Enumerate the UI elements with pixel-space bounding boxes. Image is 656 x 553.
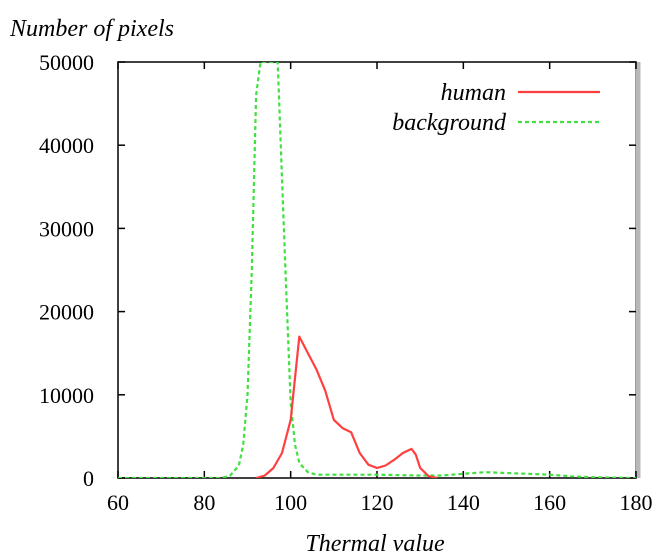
series-line-background [118,62,636,478]
x-tick-label: 120 [361,490,394,515]
series-layer [118,62,636,478]
x-tick-label: 160 [533,490,566,515]
legend-label-human: human [441,80,506,106]
x-tick-label: 140 [447,490,480,515]
y-tick-label: 50000 [39,50,94,75]
y-tick-label: 40000 [39,133,94,158]
x-tick-label: 80 [193,490,215,515]
plot-frame [117,61,641,479]
x-axis-label: Thermal value [305,531,445,553]
y-tick-label: 10000 [39,383,94,408]
plot-border [117,61,637,479]
y-axis-label: Number of pixels [9,16,174,42]
x-tick-label: 60 [107,490,129,515]
y-tick-label: 20000 [39,300,94,325]
legend: human background [392,80,600,136]
legend-label-background: background [392,110,507,136]
axis-ticks: 60 80 100 120 140 160 180 0 10000 20000 30000 40000… [39,50,653,515]
x-tick-label: 180 [620,490,653,515]
y-tick-label: 0 [83,466,94,491]
y-tick-label: 30000 [39,216,94,241]
x-tick-label: 100 [274,490,307,515]
series-line-human [255,335,438,478]
